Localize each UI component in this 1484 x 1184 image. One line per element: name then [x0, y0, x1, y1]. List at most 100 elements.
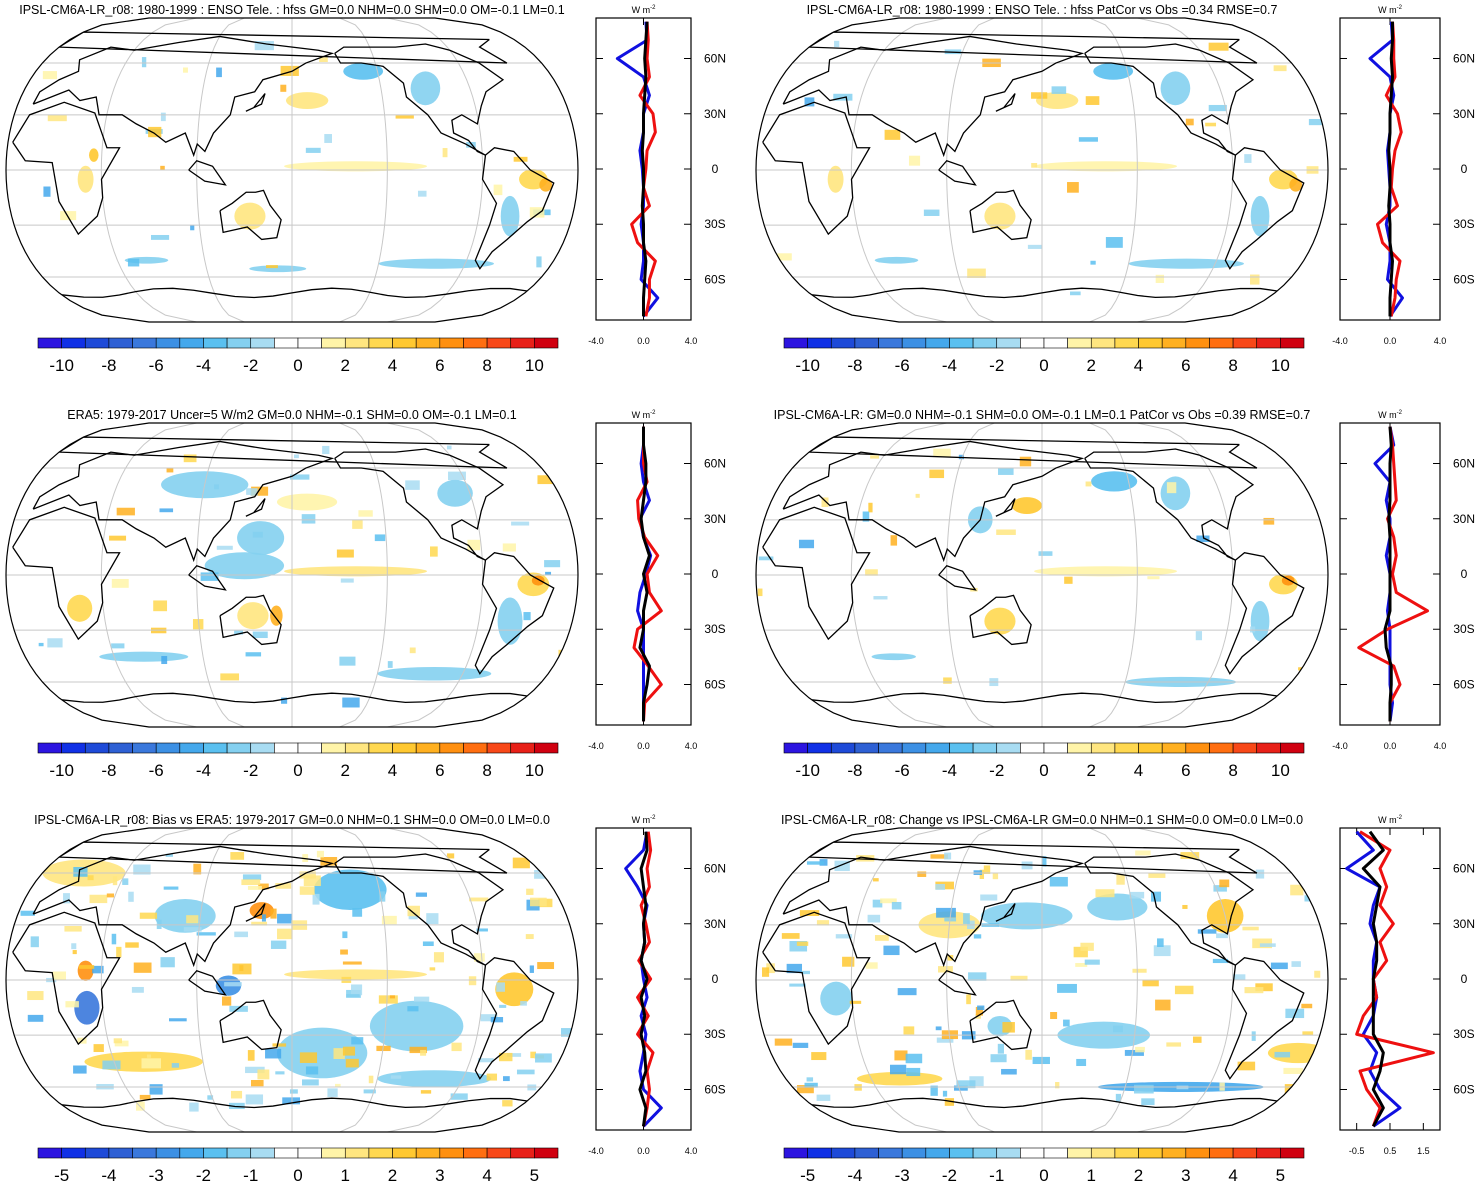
profile-line	[630, 21, 657, 317]
colorbar-box	[1209, 337, 1234, 349]
field-speck	[1208, 42, 1229, 51]
field-speck	[917, 871, 927, 877]
colorbar-box	[108, 742, 133, 754]
field-speck	[523, 612, 531, 621]
field-speck	[324, 134, 332, 143]
field-speck	[499, 1004, 507, 1008]
field-speck	[944, 1098, 955, 1106]
colorbar-box	[534, 1147, 559, 1159]
colorbar-box	[1090, 337, 1116, 349]
colorbar-box	[226, 742, 252, 754]
field-speck	[146, 1054, 152, 1058]
field-speck	[234, 630, 243, 635]
field-speck	[133, 962, 152, 973]
field-speck	[1244, 154, 1252, 163]
coastline	[782, 845, 1085, 968]
field-speck	[1063, 1019, 1070, 1027]
colorbar-label: -2	[243, 761, 258, 780]
field-speck	[221, 996, 232, 1006]
field-speck	[52, 971, 66, 980]
colorbar-box	[510, 742, 535, 754]
field-speck	[159, 508, 174, 513]
panel-title: IPSL-CM6A-LR: GM=0.0 NHM=-0.1 SHM=0.0 OM…	[774, 408, 1311, 422]
field-speck	[1070, 291, 1081, 296]
field-speck	[47, 638, 63, 648]
colorbar-label: -8	[101, 356, 116, 375]
coastline	[245, 93, 266, 112]
colorbar-box	[1138, 337, 1163, 349]
field-patch	[1091, 471, 1138, 492]
field-speck	[792, 1042, 809, 1048]
field-speck	[1195, 631, 1203, 641]
graticule	[946, 423, 995, 727]
colorbar-label: 3	[435, 1166, 444, 1184]
field-speck	[303, 875, 321, 886]
field-speck	[327, 1088, 338, 1097]
graticule	[1137, 423, 1234, 727]
field-speck	[477, 1058, 494, 1063]
field-speck	[880, 898, 897, 904]
colorbar-box	[108, 1147, 133, 1159]
field-speck	[165, 853, 173, 857]
map	[756, 18, 1328, 322]
field-patch	[343, 62, 384, 80]
y-tick-label: 30N	[1453, 512, 1475, 526]
profile-line	[1376, 21, 1403, 317]
colorbar-box	[783, 337, 808, 349]
field-speck	[1041, 856, 1047, 867]
field-speck	[430, 546, 438, 557]
field-speck	[935, 883, 946, 890]
colorbar-box	[1090, 1147, 1116, 1159]
field-speck	[20, 910, 35, 916]
colorbar-label: -6	[149, 761, 164, 780]
field-speck	[1174, 985, 1194, 995]
field-speck	[537, 962, 555, 970]
field-speck	[1259, 943, 1276, 947]
graticule	[339, 18, 388, 322]
colorbar-label: 10	[1271, 356, 1290, 375]
field-speck	[1076, 1058, 1087, 1067]
field-speck	[906, 1067, 921, 1077]
field-speck	[1274, 1051, 1291, 1058]
colorbar-label: -1	[989, 1166, 1004, 1184]
field-speck	[322, 445, 330, 455]
coastline	[969, 594, 1032, 646]
colorbar-label: 1	[1087, 1166, 1096, 1184]
field-speck	[806, 861, 824, 865]
field-speck	[73, 867, 88, 877]
colorbar-box	[1185, 742, 1210, 754]
field-speck	[1025, 1049, 1032, 1060]
field-speck	[92, 965, 104, 974]
coastline	[61, 692, 528, 704]
field-speck	[190, 225, 195, 231]
colorbar-box	[854, 742, 879, 754]
coastline	[188, 969, 227, 996]
field-speck	[1085, 481, 1092, 487]
field-speck	[469, 897, 489, 902]
field-speck	[560, 1028, 573, 1037]
colorbar-label: 10	[525, 356, 544, 375]
colorbar-box	[510, 1147, 535, 1159]
colorbar-box	[510, 337, 535, 349]
colorbar-box	[250, 1147, 275, 1159]
colorbar-box	[1232, 1147, 1258, 1159]
colorbar-label: -2	[989, 761, 1004, 780]
field-speck	[516, 1069, 535, 1075]
graticule	[946, 828, 995, 1132]
field-speck	[891, 901, 902, 910]
field-speck	[409, 1046, 427, 1054]
colorbar-label: -8	[847, 761, 862, 780]
field-speck	[407, 905, 420, 917]
colorbar-label: 4	[388, 356, 397, 375]
graticule	[850, 18, 947, 322]
field-speck	[1115, 1093, 1122, 1103]
coastline	[219, 189, 282, 241]
coastline	[1084, 43, 1255, 156]
field-speck	[1196, 535, 1210, 543]
coastline	[12, 911, 121, 1046]
y-tick-label: 30S	[704, 1027, 725, 1041]
coastline	[474, 552, 555, 675]
field-speck	[429, 967, 436, 971]
field-speck	[245, 652, 262, 657]
field-speck	[333, 1048, 345, 1060]
